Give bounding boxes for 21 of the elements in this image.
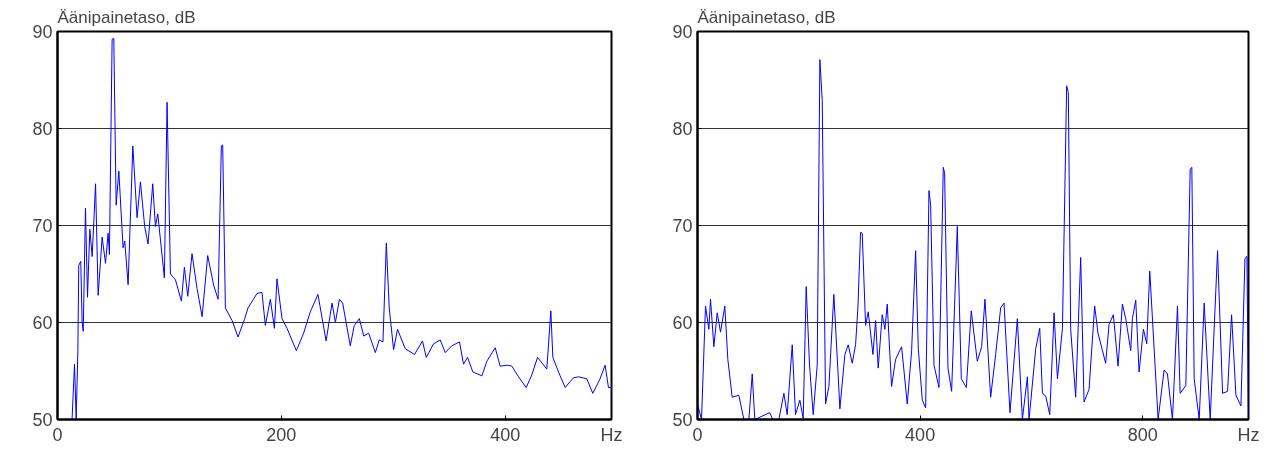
y-axis-title: Äänipainetaso, dB	[697, 7, 836, 27]
x-tick-label: 400	[490, 424, 521, 445]
y-tick-label: 60	[32, 313, 53, 333]
x-tick-label: 0	[52, 424, 63, 445]
y-tick-label: 80	[672, 119, 693, 139]
y-tick-label: 90	[32, 22, 53, 42]
x-axis-title: Hz	[1237, 424, 1260, 445]
y-tick-label: 50	[672, 410, 693, 430]
x-tick-label: 0	[692, 424, 703, 445]
y-axis-title: Äänipainetaso, dB	[57, 7, 196, 27]
x-tick-label: 200	[266, 424, 297, 445]
x-axis-title: Hz	[600, 424, 623, 445]
x-tick-label: 400	[905, 424, 936, 445]
y-tick-label: 60	[672, 313, 693, 333]
y-tick-label: 70	[672, 216, 693, 236]
y-tick-label: 90	[672, 22, 693, 42]
line-series	[71, 37, 612, 420]
y-tick-label: 70	[32, 216, 53, 236]
y-tick-label: 50	[32, 410, 53, 430]
x-tick-label: 800	[1127, 424, 1158, 445]
y-tick-label: 80	[32, 119, 53, 139]
